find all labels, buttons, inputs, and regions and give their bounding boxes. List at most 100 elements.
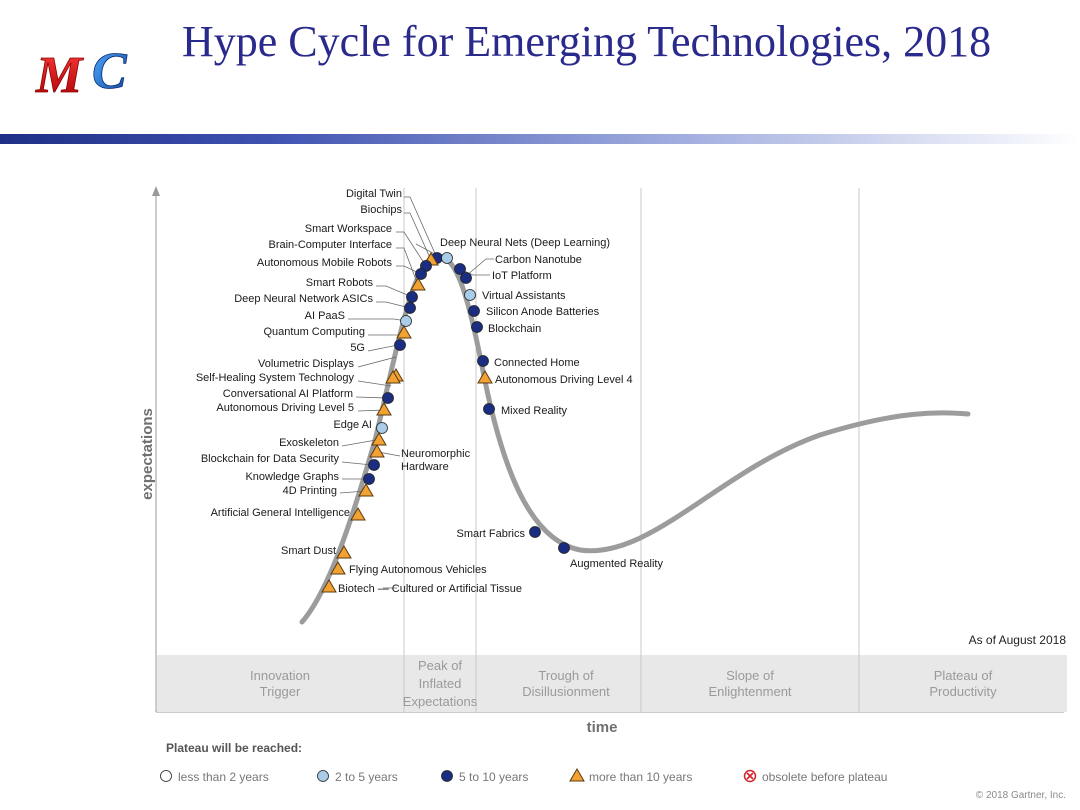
marker-artificial-general-intelligence	[350, 507, 366, 521]
y-axis-label: expectations	[139, 408, 156, 500]
tech-label-smart-fabrics: Smart Fabrics	[457, 528, 526, 540]
marker-4d-printing	[358, 483, 374, 497]
tech-label-iot-platform: IoT Platform	[492, 270, 552, 282]
phase-label-slope: Slope of Enlightenment	[708, 668, 791, 699]
tech-label-neuromorphic-hardware: Neuromorphic Hardware	[401, 448, 471, 473]
marker-autonomous-driving-level-5	[376, 402, 392, 416]
tech-label-4d-printing: 4D Printing	[283, 485, 337, 497]
marker-autonomous-driving-level-4	[477, 370, 493, 384]
tech-label-mixed-reality: Mixed Reality	[501, 405, 568, 417]
tech-label-knowledge-graphs: Knowledge Graphs	[245, 471, 339, 483]
leader-lines	[339, 196, 494, 589]
phase-label-innovation-trigger: Innovation Trigger	[250, 668, 310, 699]
marker-iot-platform	[460, 272, 472, 284]
slide-title: Hype Cycle for Emerging Technologies, 20…	[182, 17, 992, 66]
legend-marker-lt2	[160, 770, 172, 782]
marker-neuromorphic-hardware	[369, 444, 385, 458]
tech-label-autonomous-driving-level-4: Autonomous Driving Level 4	[495, 374, 633, 386]
tech-label-smart-workspace: Smart Workspace	[305, 223, 392, 235]
marker-augmented-reality	[558, 542, 570, 554]
tech-label-quantum-computing: Quantum Computing	[264, 326, 366, 338]
legend-marker-10+	[569, 768, 585, 782]
tech-label-ai-paas: AI PaaS	[305, 310, 345, 322]
as-of-date: As of August 2018	[969, 633, 1067, 647]
marker-virtual-assistants	[464, 289, 476, 301]
tech-label-smart-dust: Smart Dust	[281, 545, 336, 557]
legend-marker-2-5	[317, 770, 329, 782]
marker-ai-paas	[400, 315, 412, 327]
x-axis-label: time	[587, 719, 618, 736]
marker-knowledge-graphs	[363, 473, 375, 485]
technology-labels: Digital Twin Biochips Smart Workspace Brain…	[196, 188, 664, 595]
tech-label-brain-computer-interface: Brain-Computer Interface	[269, 239, 393, 251]
phase-label-peak: Peak of Inflated Expectations	[403, 658, 478, 709]
legend-title: Plateau will be reached:	[166, 741, 302, 755]
tech-label-edge-ai: Edge AI	[333, 419, 372, 431]
legend-label-5-10: 5 to 10 years	[459, 770, 528, 784]
legend-label-10+: more than 10 years	[589, 770, 692, 784]
tech-label-deep-neural-network-asics: Deep Neural Network ASICs	[234, 293, 373, 305]
tech-label-virtual-assistants: Virtual Assistants	[482, 290, 566, 302]
marker-quantum-computing	[396, 325, 412, 339]
mc-logo: M C	[35, 43, 129, 105]
marker-autonomous-mobile-robots	[415, 268, 427, 280]
legend-label-lt2: less than 2 years	[178, 770, 269, 784]
marker-silicon-anode-batteries	[468, 305, 480, 317]
tech-label-5g: 5G	[350, 342, 365, 354]
phase-band	[157, 655, 1067, 712]
marker-conversational-ai-platform	[382, 392, 394, 404]
tech-label-autonomous-mobile-robots: Autonomous Mobile Robots	[257, 257, 393, 269]
tech-label-carbon-nanotube: Carbon Nanotube	[495, 254, 582, 266]
phase-label-plateau: Plateau of Productivity	[929, 668, 997, 699]
marker-mixed-reality	[483, 403, 495, 415]
marker-connected-home	[477, 355, 489, 367]
tech-label-augmented-reality: Augmented Reality	[570, 558, 663, 570]
tech-label-blockchain: Blockchain	[488, 323, 541, 335]
marker-self-healing-system-technology	[385, 370, 401, 384]
tech-label-artificial-general-intelligence: Artificial General Intelligence	[211, 507, 350, 519]
tech-label-deep-neural-nets-deep-learning: Deep Neural Nets (Deep Learning)	[440, 237, 610, 249]
marker-flying-autonomous-vehicles	[330, 561, 346, 575]
svg-text:M: M	[35, 47, 84, 104]
legend: less than 2 years 2 to 5 years 5 to 10 yea…	[160, 768, 887, 784]
title-divider	[0, 134, 1080, 144]
svg-text:C: C	[92, 43, 128, 100]
marker-blockchain-for-data-security	[368, 459, 380, 471]
marker-smart-dust	[336, 545, 352, 559]
tech-label-biotech-cultured-or-artificial-tissue: Biotech — Cultured or Artificial Tissue	[338, 583, 522, 595]
marker-5g	[394, 339, 406, 351]
marker-blockchain	[471, 321, 483, 333]
tech-label-conversational-ai-platform: Conversational AI Platform	[223, 388, 353, 400]
copyright: © 2018 Gartner, Inc.	[975, 790, 1066, 801]
marker-brain-computer-interface	[410, 277, 426, 291]
tech-label-flying-autonomous-vehicles: Flying Autonomous Vehicles	[349, 564, 487, 576]
legend-marker-obsolete	[743, 769, 757, 783]
marker-edge-ai	[376, 422, 388, 434]
phase-labels: Innovation Trigger Peak of Inflated Expecta…	[250, 658, 997, 709]
tech-label-silicon-anode-batteries: Silicon Anode Batteries	[486, 306, 600, 318]
y-axis-arrow	[152, 186, 160, 196]
legend-label-2-5: 2 to 5 years	[335, 770, 398, 784]
marker-exoskeleton	[371, 432, 387, 446]
tech-label-connected-home: Connected Home	[494, 357, 580, 369]
marker-deep-neural-network-asics	[404, 302, 416, 314]
tech-label-volumetric-displays: Volumetric Displays	[258, 358, 354, 370]
legend-marker-5-10	[441, 770, 453, 782]
marker-smart-fabrics	[529, 526, 541, 538]
tech-label-blockchain-for-data-security: Blockchain for Data Security	[201, 453, 340, 465]
marker-biotech-cultured-or-artificial-tissue	[321, 579, 337, 593]
marker-smart-robots	[406, 291, 418, 303]
marker-deep-neural-nets-deep-learning	[441, 252, 453, 264]
tech-label-self-healing-system-technology: Self-Healing System Technology	[196, 372, 355, 384]
tech-label-biochips: Biochips	[360, 204, 402, 216]
tech-label-digital-twin: Digital Twin	[346, 188, 402, 200]
tech-label-exoskeleton: Exoskeleton	[279, 437, 339, 449]
tech-label-autonomous-driving-level-5: Autonomous Driving Level 5	[216, 402, 354, 414]
phase-dividers	[403, 188, 860, 712]
phase-label-trough: Trough of Disillusionment	[522, 668, 610, 699]
marker-carbon-nanotube	[454, 263, 466, 275]
technology-markers	[321, 252, 570, 593]
legend-label-obsolete: obsolete before plateau	[762, 770, 887, 784]
tech-label-smart-robots: Smart Robots	[306, 277, 374, 289]
